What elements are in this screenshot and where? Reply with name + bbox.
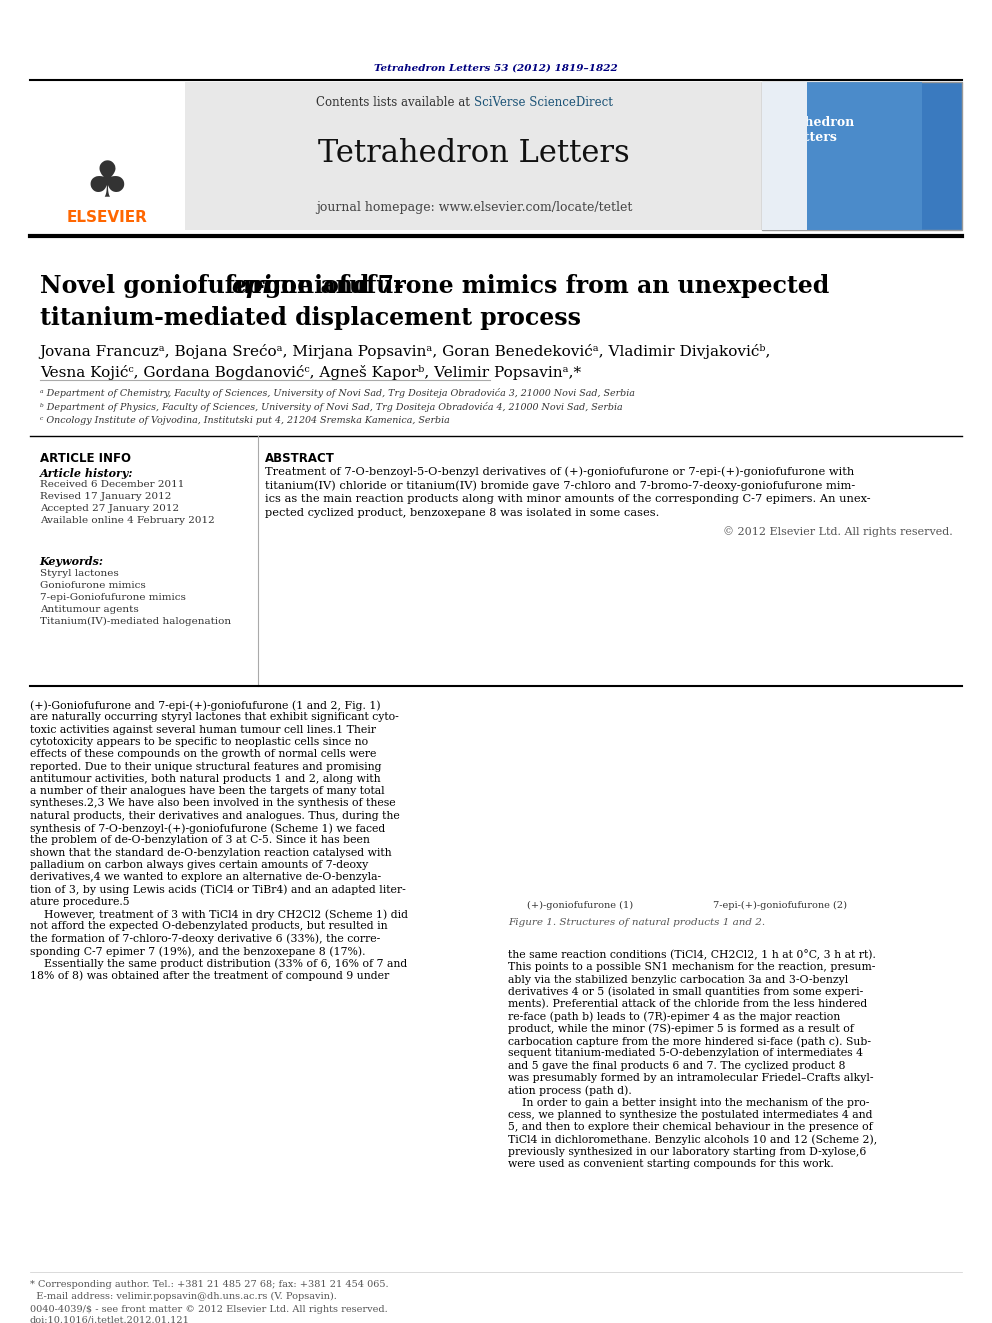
Text: effects of these compounds on the growth of normal cells were: effects of these compounds on the growth… <box>30 749 376 759</box>
FancyBboxPatch shape <box>762 82 962 230</box>
Text: journal homepage: www.elsevier.com/locate/tetlet: journal homepage: www.elsevier.com/locat… <box>315 201 632 213</box>
Text: Received 6 December 2011: Received 6 December 2011 <box>40 480 185 490</box>
Text: antitumour activities, both natural products 1 and 2, along with: antitumour activities, both natural prod… <box>30 774 380 783</box>
Text: were used as convenient starting compounds for this work.: were used as convenient starting compoun… <box>508 1159 833 1170</box>
Text: In order to gain a better insight into the mechanism of the pro-: In order to gain a better insight into t… <box>508 1098 869 1107</box>
Text: Tetrahedron
Letters: Tetrahedron Letters <box>769 116 855 144</box>
Text: Novel goniofufurone and 7-: Novel goniofufurone and 7- <box>40 274 404 298</box>
Text: ᵃ Department of Chemistry, Faculty of Sciences, University of Novi Sad, Trg Dosi: ᵃ Department of Chemistry, Faculty of Sc… <box>40 388 635 398</box>
Text: ᵇ Department of Physics, Faculty of Sciences, University of Novi Sad, Trg Dosite: ᵇ Department of Physics, Faculty of Scie… <box>40 402 622 411</box>
Text: pected cyclized product, benzoxepane 8 was isolated in some cases.: pected cyclized product, benzoxepane 8 w… <box>265 508 660 519</box>
Text: ELSEVIER: ELSEVIER <box>66 210 148 225</box>
Text: previously synthesized in our laboratory starting from D-xylose,6: previously synthesized in our laboratory… <box>508 1147 866 1156</box>
Text: re-face (path b) leads to (7R)-epimer 4 as the major reaction: re-face (path b) leads to (7R)-epimer 4 … <box>508 1012 840 1023</box>
Text: ᶜ Oncology Institute of Vojvodina, Institutski put 4, 21204 Sremska Kamenica, Se: ᶜ Oncology Institute of Vojvodina, Insti… <box>40 415 449 425</box>
Text: ation process (path d).: ation process (path d). <box>508 1085 632 1095</box>
FancyBboxPatch shape <box>185 82 762 230</box>
Text: Styryl lactones: Styryl lactones <box>40 569 118 578</box>
Text: sequent titanium-mediated 5-O-debenzylation of intermediates 4: sequent titanium-mediated 5-O-debenzylat… <box>508 1048 863 1058</box>
Text: Titanium(IV)-mediated halogenation: Titanium(IV)-mediated halogenation <box>40 617 231 626</box>
Text: TiCl4 in dichloromethane. Benzylic alcohols 10 and 12 (Scheme 2),: TiCl4 in dichloromethane. Benzylic alcoh… <box>508 1135 877 1146</box>
Text: cytotoxicity appears to be specific to neoplastic cells since no: cytotoxicity appears to be specific to n… <box>30 737 368 747</box>
Text: derivatives 4 or 5 (isolated in small quantities from some experi-: derivatives 4 or 5 (isolated in small qu… <box>508 987 863 998</box>
Text: and 5 gave the final products 6 and 7. The cyclized product 8: and 5 gave the final products 6 and 7. T… <box>508 1061 845 1070</box>
Text: shown that the standard de-O-benzylation reaction catalysed with: shown that the standard de-O-benzylation… <box>30 848 392 857</box>
Text: ♣: ♣ <box>84 159 129 206</box>
FancyBboxPatch shape <box>30 82 185 230</box>
Text: Accepted 27 January 2012: Accepted 27 January 2012 <box>40 504 179 513</box>
Text: Contents lists available at: Contents lists available at <box>316 97 474 110</box>
Text: This points to a possible SN1 mechanism for the reaction, presum-: This points to a possible SN1 mechanism … <box>508 962 875 972</box>
Text: Goniofurone mimics: Goniofurone mimics <box>40 581 146 590</box>
Text: ments). Preferential attack of the chloride from the less hindered: ments). Preferential attack of the chlor… <box>508 999 867 1009</box>
Text: Revised 17 January 2012: Revised 17 January 2012 <box>40 492 171 501</box>
Text: are naturally occurring styryl lactones that exhibit significant cyto-: are naturally occurring styryl lactones … <box>30 712 399 722</box>
Text: Vesna Kojićᶜ, Gordana Bogdanovićᶜ, Agneš Kaporᵇ, Velimir Popsavinᵃ,*: Vesna Kojićᶜ, Gordana Bogdanovićᶜ, Agneš… <box>40 365 580 380</box>
Text: not afford the expected O-debenzylated products, but resulted in: not afford the expected O-debenzylated p… <box>30 921 388 931</box>
Text: 7-epi-(+)-goniofufurone (2): 7-epi-(+)-goniofufurone (2) <box>713 901 847 910</box>
FancyBboxPatch shape <box>834 82 922 230</box>
FancyBboxPatch shape <box>810 82 922 230</box>
Text: palladium on carbon always gives certain amounts of 7-deoxy: palladium on carbon always gives certain… <box>30 860 368 871</box>
Text: Essentially the same product distribution (33% of 6, 16% of 7 and: Essentially the same product distributio… <box>30 958 407 968</box>
FancyBboxPatch shape <box>770 82 922 230</box>
Text: Tetrahedron Letters: Tetrahedron Letters <box>318 138 630 168</box>
Text: Article history:: Article history: <box>40 468 133 479</box>
Text: toxic activities against several human tumour cell lines.1 Their: toxic activities against several human t… <box>30 725 376 734</box>
Text: titanium(IV) chloride or titanium(IV) bromide gave 7-chloro and 7-bromo-7-deoxy-: titanium(IV) chloride or titanium(IV) br… <box>265 480 855 491</box>
Text: reported. Due to their unique structural features and promising: reported. Due to their unique structural… <box>30 762 381 771</box>
Text: Figure 1. Structures of natural products 1 and 2.: Figure 1. Structures of natural products… <box>508 918 765 927</box>
Text: (+)-Goniofufurone and 7-epi-(+)-goniofufurone (1 and 2, Fig. 1): (+)-Goniofufurone and 7-epi-(+)-goniofuf… <box>30 700 380 710</box>
Text: ARTICLE INFO: ARTICLE INFO <box>40 452 131 464</box>
Text: Tetrahedron Letters 53 (2012) 1819–1822: Tetrahedron Letters 53 (2012) 1819–1822 <box>374 64 618 73</box>
Text: Antitumour agents: Antitumour agents <box>40 605 139 614</box>
Text: 5, and then to explore their chemical behaviour in the presence of: 5, and then to explore their chemical be… <box>508 1122 873 1132</box>
Text: was presumably formed by an intramolecular Friedel–Crafts alkyl-: was presumably formed by an intramolecul… <box>508 1073 873 1084</box>
Text: 7-epi-Goniofufurone mimics: 7-epi-Goniofufurone mimics <box>40 593 186 602</box>
Text: tion of 3, by using Lewis acids (TiCl4 or TiBr4) and an adapted liter-: tion of 3, by using Lewis acids (TiCl4 o… <box>30 885 406 896</box>
Text: cess, we planned to synthesize the postulated intermediates 4 and: cess, we planned to synthesize the postu… <box>508 1110 872 1119</box>
FancyBboxPatch shape <box>762 82 922 230</box>
Text: However, treatment of 3 with TiCl4 in dry CH2Cl2 (Scheme 1) did: However, treatment of 3 with TiCl4 in dr… <box>30 909 408 919</box>
Text: carbocation capture from the more hindered si-face (path c). Sub-: carbocation capture from the more hinder… <box>508 1036 871 1046</box>
Text: Treatment of 7-O-benzoyl-5-O-benzyl derivatives of (+)-goniofufurone or 7-epi-(+: Treatment of 7-O-benzoyl-5-O-benzyl deri… <box>265 466 854 476</box>
Text: SciVerse ScienceDirect: SciVerse ScienceDirect <box>474 97 613 110</box>
Text: * Corresponding author. Tel.: +381 21 485 27 68; fax: +381 21 454 065.: * Corresponding author. Tel.: +381 21 48… <box>30 1279 389 1289</box>
Text: product, while the minor (7S)-epimer 5 is formed as a result of: product, while the minor (7S)-epimer 5 i… <box>508 1024 854 1035</box>
Text: ably via the stabilized benzylic carbocation 3a and 3-O-benzyl: ably via the stabilized benzylic carboca… <box>508 975 848 984</box>
Text: the same reaction conditions (TiCl4, CH2Cl2, 1 h at 0°C, 3 h at rt).: the same reaction conditions (TiCl4, CH2… <box>508 950 876 960</box>
Text: E-mail address: velimir.popsavin@dh.uns.ac.rs (V. Popsavin).: E-mail address: velimir.popsavin@dh.uns.… <box>30 1293 336 1301</box>
Text: syntheses.2,3 We have also been involved in the synthesis of these: syntheses.2,3 We have also been involved… <box>30 798 396 808</box>
Text: sponding C-7 epimer 7 (19%), and the benzoxepane 8 (17%).: sponding C-7 epimer 7 (19%), and the ben… <box>30 946 365 957</box>
Text: Keywords:: Keywords: <box>40 556 104 568</box>
Text: 0040-4039/$ - see front matter © 2012 Elsevier Ltd. All rights reserved.: 0040-4039/$ - see front matter © 2012 El… <box>30 1304 388 1314</box>
Text: (+)-goniofufurone (1): (+)-goniofufurone (1) <box>527 901 633 910</box>
FancyBboxPatch shape <box>786 82 922 230</box>
Text: a number of their analogues have been the targets of many total: a number of their analogues have been th… <box>30 786 384 796</box>
Text: the formation of 7-chloro-7-deoxy derivative 6 (33%), the corre-: the formation of 7-chloro-7-deoxy deriva… <box>30 934 380 945</box>
Text: © 2012 Elsevier Ltd. All rights reserved.: © 2012 Elsevier Ltd. All rights reserved… <box>722 527 952 537</box>
FancyBboxPatch shape <box>762 82 807 230</box>
Text: epi: epi <box>231 274 272 298</box>
FancyBboxPatch shape <box>802 82 922 230</box>
FancyBboxPatch shape <box>818 82 922 230</box>
Text: ABSTRACT: ABSTRACT <box>265 452 334 464</box>
Text: derivatives,4 we wanted to explore an alternative de-O-benzyla-: derivatives,4 we wanted to explore an al… <box>30 872 381 882</box>
FancyBboxPatch shape <box>794 82 922 230</box>
FancyBboxPatch shape <box>778 82 922 230</box>
Text: synthesis of 7-O-benzoyl-(+)-goniofufurone (Scheme 1) we faced: synthesis of 7-O-benzoyl-(+)-goniofufuro… <box>30 823 385 833</box>
Text: doi:10.1016/j.tetlet.2012.01.121: doi:10.1016/j.tetlet.2012.01.121 <box>30 1316 189 1323</box>
Text: the problem of de-O-benzylation of 3 at C-5. Since it has been: the problem of de-O-benzylation of 3 at … <box>30 835 370 845</box>
Text: -goniofufurone mimics from an unexpected: -goniofufurone mimics from an unexpected <box>255 274 829 298</box>
Text: ics as the main reaction products along with minor amounts of the corresponding : ics as the main reaction products along … <box>265 493 871 504</box>
Text: Jovana Francuzᵃ, Bojana Srećoᵃ, Mirjana Popsavinᵃ, Goran Benedekovićᵃ, Vladimir : Jovana Francuzᵃ, Bojana Srećoᵃ, Mirjana … <box>40 344 771 359</box>
Text: ature procedure.5: ature procedure.5 <box>30 897 129 906</box>
Text: titanium-mediated displacement process: titanium-mediated displacement process <box>40 306 580 329</box>
FancyBboxPatch shape <box>826 82 922 230</box>
Text: 18% of 8) was obtained after the treatment of compound 9 under: 18% of 8) was obtained after the treatme… <box>30 971 389 982</box>
Text: natural products, their derivatives and analogues. Thus, during the: natural products, their derivatives and … <box>30 811 400 820</box>
Text: Available online 4 February 2012: Available online 4 February 2012 <box>40 516 214 525</box>
